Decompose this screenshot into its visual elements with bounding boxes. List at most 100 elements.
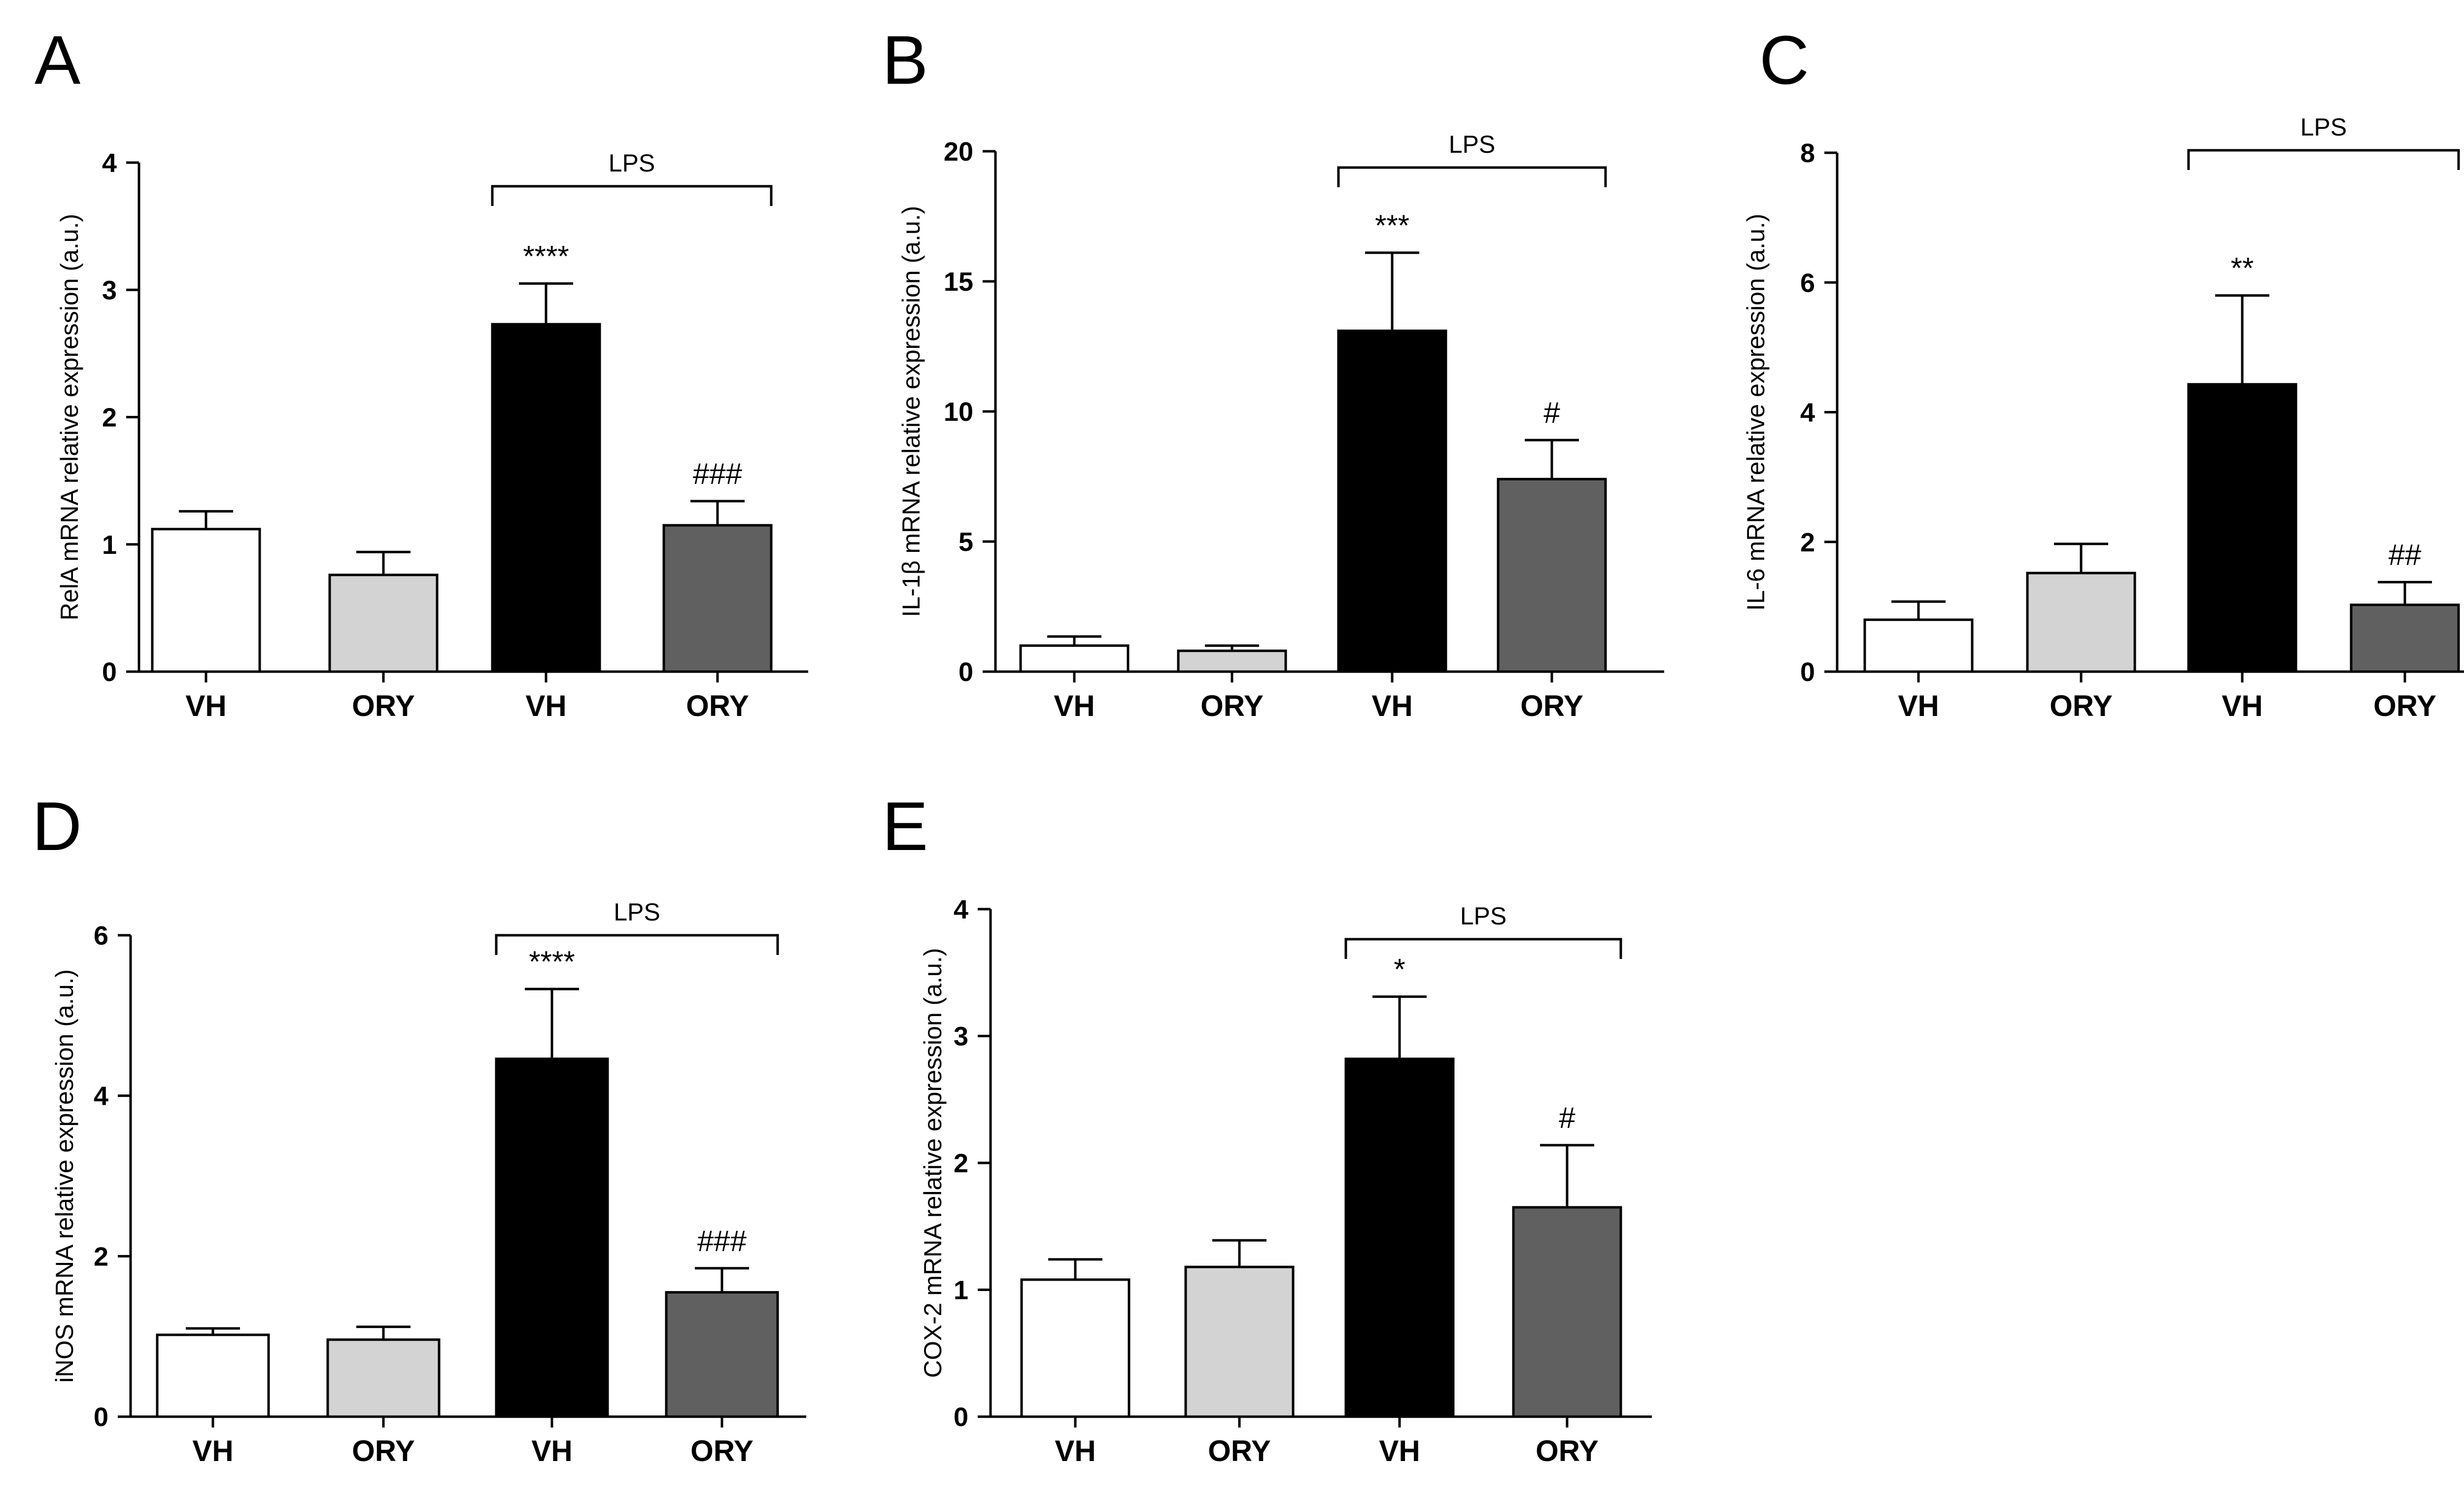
bar-vh-3 bbox=[1337, 329, 1447, 673]
x-tick-label: VH bbox=[1379, 1434, 1420, 1467]
significance-label: **** bbox=[529, 945, 575, 978]
bar-ory-4 bbox=[1497, 477, 1607, 673]
bar-ory-4 bbox=[2350, 603, 2460, 673]
significance-label: # bbox=[1543, 396, 1560, 429]
y-tick-label: 0 bbox=[954, 1402, 968, 1432]
lps-bracket bbox=[491, 185, 773, 206]
significance-label: ### bbox=[693, 457, 743, 490]
bar-ory-2 bbox=[1184, 1265, 1295, 1418]
y-axis-label: COX-2 mRNA relative expression (a.u.) bbox=[919, 948, 947, 1378]
x-tick-label: ORY bbox=[2050, 689, 2113, 722]
panel-letter: B bbox=[882, 21, 928, 99]
y-tick-label: 2 bbox=[102, 403, 117, 433]
y-tick-label: 4 bbox=[954, 895, 968, 924]
lps-label: LPS bbox=[1460, 902, 1507, 930]
x-tick-label: ORY bbox=[2373, 689, 2436, 722]
bar-vh-1 bbox=[156, 1333, 270, 1418]
y-tick-label: 0 bbox=[1800, 657, 1815, 687]
x-tick-label: VH bbox=[1055, 1434, 1095, 1467]
y-tick-label: 8 bbox=[1800, 138, 1815, 168]
x-tick-label: VH bbox=[1371, 689, 1412, 722]
panel-a: A RelA mRNA relative expression (a.u.) 0 1 2… bbox=[34, 21, 808, 722]
lps-bracket bbox=[2187, 149, 2460, 170]
significance-label: *** bbox=[1375, 209, 1409, 242]
panel-b: B IL-1β mRNA relative expression (a.u.) 0 5… bbox=[882, 21, 1664, 722]
bar-vh-1 bbox=[1020, 1278, 1130, 1418]
y-tick-label: 4 bbox=[94, 1082, 108, 1111]
bar-vh-1 bbox=[151, 528, 261, 673]
lps-label: LPS bbox=[614, 898, 660, 926]
bar-ory-2 bbox=[326, 1338, 441, 1418]
bar-vh-3 bbox=[2187, 383, 2297, 673]
lps-label: LPS bbox=[1449, 131, 1496, 158]
panel-c: C IL-6 mRNA relative expression (a.u.) 0 2 4… bbox=[1742, 21, 2464, 722]
y-axis-label: RelA mRNA relative expression (a.u.) bbox=[56, 214, 83, 620]
y-tick-label: 5 bbox=[958, 527, 973, 557]
y-tick-label: 15 bbox=[944, 267, 973, 297]
y-tick-label: 0 bbox=[94, 1402, 108, 1432]
panel-e: E COX-2 mRNA relative expression (a.u.)0 1… bbox=[882, 787, 1652, 1467]
x-tick-label: VH bbox=[185, 689, 226, 722]
y-tick-label: 3 bbox=[102, 275, 117, 305]
bar-ory-2 bbox=[328, 574, 439, 673]
bar-vh-1 bbox=[1019, 644, 1129, 673]
bar-vh-3 bbox=[1344, 1057, 1455, 1418]
y-tick-label: 4 bbox=[1800, 398, 1815, 428]
x-tick-label: ORY bbox=[1520, 689, 1583, 722]
y-tick-label: 2 bbox=[1800, 528, 1815, 557]
x-tick-label: ORY bbox=[686, 689, 749, 722]
bar-ory-4 bbox=[665, 1291, 779, 1418]
y-tick-label: 2 bbox=[954, 1149, 968, 1178]
x-tick-label: VH bbox=[1898, 689, 1939, 722]
y-tick-label: 4 bbox=[102, 148, 117, 178]
y-axis-label: IL-6 mRNA relative expression (a.u.) bbox=[1742, 214, 1770, 611]
lps-label: LPS bbox=[2300, 113, 2347, 141]
significance-label: **** bbox=[523, 239, 569, 272]
lps-label: LPS bbox=[609, 149, 655, 177]
bar-vh-3 bbox=[491, 323, 601, 673]
y-axis-label: iNOS mRNA relative expression (a.u.) bbox=[51, 969, 78, 1383]
lps-bracket bbox=[1337, 166, 1607, 187]
x-tick-label: VH bbox=[531, 1434, 572, 1467]
panel-letter: C bbox=[1759, 21, 1809, 99]
lps-bracket bbox=[1344, 938, 1622, 959]
bar-ory-4 bbox=[662, 524, 773, 673]
panel-letter: E bbox=[882, 787, 928, 865]
y-tick-label: 2 bbox=[94, 1242, 108, 1271]
x-tick-label: VH bbox=[2222, 689, 2262, 722]
y-tick-label: 0 bbox=[958, 657, 973, 687]
y-tick-label: 1 bbox=[102, 530, 117, 560]
x-tick-label: ORY bbox=[690, 1434, 753, 1467]
bar-ory-4 bbox=[1512, 1206, 1622, 1418]
significance-label: * bbox=[1394, 953, 1405, 986]
y-tick-label: 0 bbox=[102, 657, 117, 687]
y-tick-label: 6 bbox=[1800, 268, 1815, 298]
x-tick-label: ORY bbox=[352, 689, 415, 722]
y-axis-label: IL-1β mRNA relative expression (a.u.) bbox=[897, 206, 925, 617]
lps-bracket bbox=[495, 934, 779, 955]
x-tick-label: ORY bbox=[1536, 1434, 1599, 1467]
x-tick-label: VH bbox=[192, 1434, 233, 1467]
y-tick-label: 10 bbox=[944, 397, 973, 427]
significance-label: ### bbox=[697, 1225, 747, 1258]
y-tick-label: 6 bbox=[94, 921, 108, 951]
bar-ory-2 bbox=[1177, 649, 1287, 673]
bar-vh-3 bbox=[495, 1057, 609, 1418]
y-tick-label: 20 bbox=[944, 137, 973, 167]
y-tick-label: 1 bbox=[954, 1276, 968, 1305]
bar-vh-1 bbox=[1863, 618, 1974, 673]
bar-ory-2 bbox=[2026, 572, 2136, 673]
significance-label: ## bbox=[2389, 538, 2422, 571]
y-tick-label: 3 bbox=[954, 1022, 968, 1052]
x-tick-label: VH bbox=[525, 689, 566, 722]
x-tick-label: VH bbox=[1054, 689, 1095, 722]
panel-letter: D bbox=[32, 787, 82, 865]
panel-letter: A bbox=[34, 21, 81, 99]
significance-label: ** bbox=[2231, 252, 2254, 285]
x-tick-label: ORY bbox=[1200, 689, 1264, 722]
x-tick-label: ORY bbox=[1208, 1434, 1271, 1467]
significance-label: # bbox=[1559, 1101, 1575, 1134]
x-tick-label: ORY bbox=[352, 1434, 415, 1467]
